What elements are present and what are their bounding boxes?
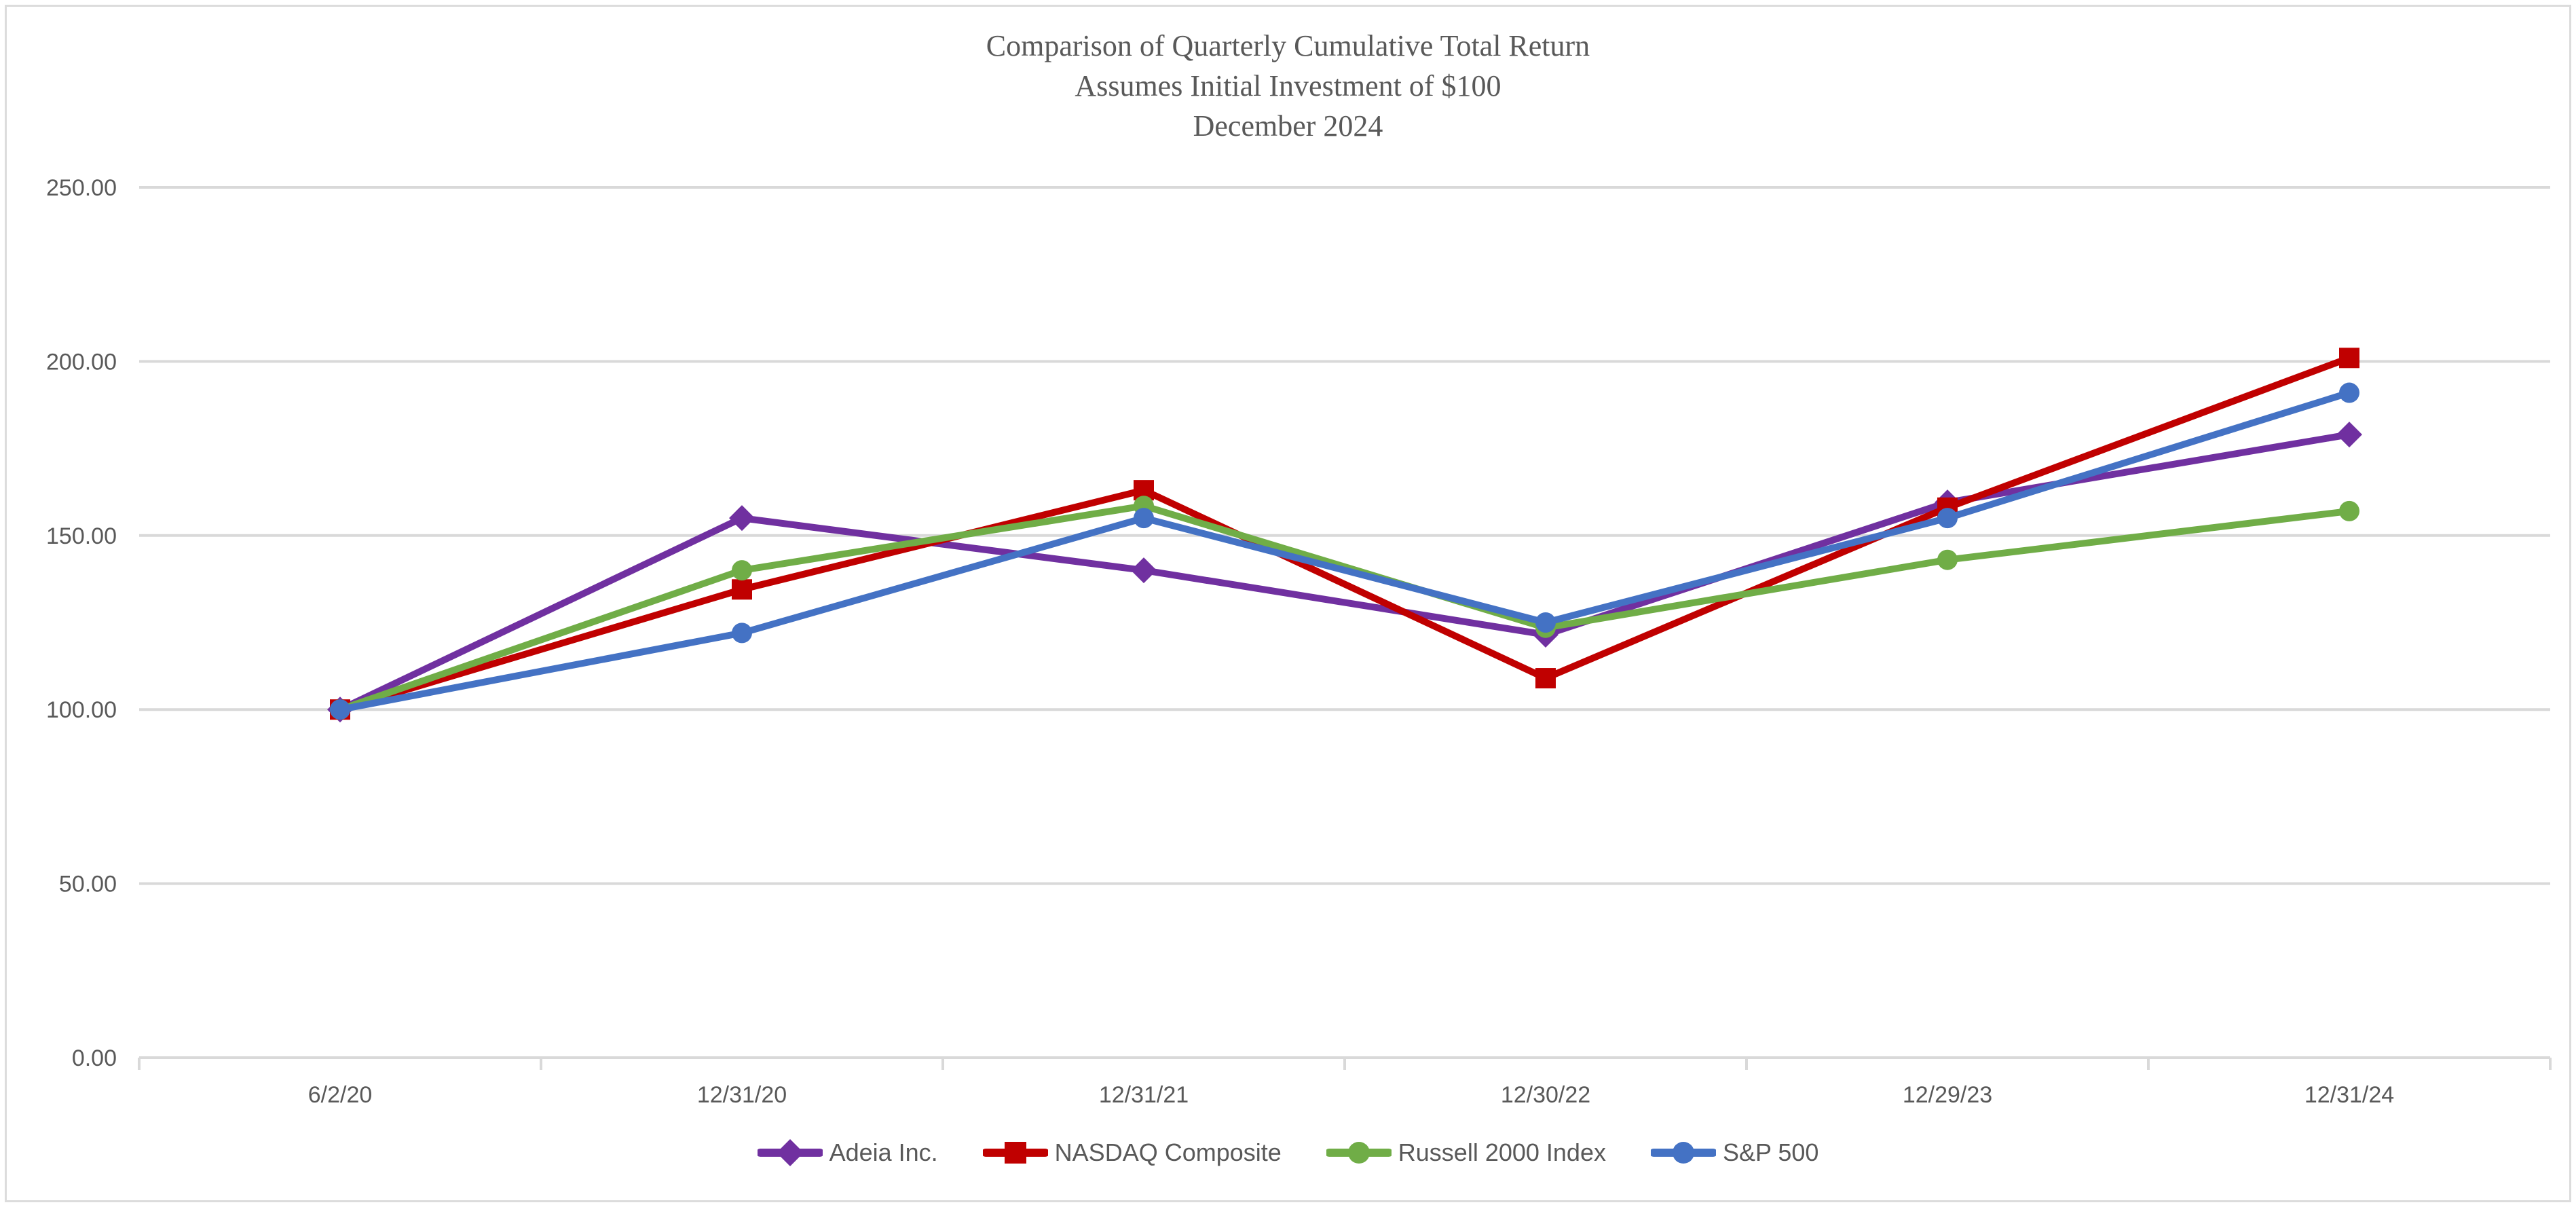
legend-item-russell-2000-index: Russell 2000 Index (1326, 1138, 1606, 1168)
y-tick-label: 200.00 (46, 349, 117, 375)
legend-item-s-p-500: S&P 500 (1650, 1138, 1819, 1168)
legend-label: S&P 500 (1722, 1138, 1819, 1166)
data-point-marker (1937, 508, 1958, 529)
x-tick-label: 12/31/24 (2304, 1082, 2394, 1108)
legend-marker-square-icon (982, 1142, 1048, 1164)
legend-marker-circle-icon (1650, 1142, 1716, 1164)
legend-label: Adeia Inc. (829, 1138, 938, 1166)
x-tick-label: 12/31/20 (697, 1082, 787, 1108)
chart-title-line1: Comparison of Quarterly Cumulative Total… (986, 29, 1590, 62)
y-tick-label: 150.00 (46, 523, 117, 549)
data-point-marker (2336, 422, 2362, 448)
series-line (337, 431, 2353, 713)
series-line (337, 354, 2353, 713)
gridlines (139, 186, 2550, 1059)
x-tick-label: 12/30/22 (1501, 1082, 1590, 1108)
data-point-marker (732, 623, 752, 644)
legend-marker-diamond-icon (757, 1139, 823, 1166)
y-tick-label: 0.00 (72, 1045, 117, 1071)
data-point-marker (729, 505, 755, 532)
data-point-marker (1134, 508, 1154, 529)
y-tick-label: 250.00 (46, 175, 117, 201)
data-point-marker (1937, 549, 1958, 570)
series-nasdaq-composite (330, 348, 2359, 720)
x-tick-label: 6/2/20 (308, 1082, 373, 1108)
x-tick-label: 12/29/23 (1903, 1082, 1992, 1108)
data-point-marker (330, 699, 350, 720)
chart-border (5, 5, 2571, 1202)
legend-item-adeia-inc-: Adeia Inc. (757, 1138, 938, 1168)
legend-label: Russell 2000 Index (1398, 1138, 1606, 1166)
legend-item-nasdaq-composite: NASDAQ Composite (982, 1138, 1282, 1168)
data-point-marker (2339, 382, 2359, 403)
data-point-marker (776, 1139, 804, 1166)
x-axis (138, 1058, 2552, 1070)
series-russell-2000-index (330, 496, 2359, 720)
y-tick-label: 50.00 (59, 872, 117, 897)
data-point-marker (2339, 500, 2359, 521)
y-axis-labels: 0.00 50.00 100.00 150.00 200.00 250.00 (46, 175, 117, 1071)
x-tick-label: 12/31/21 (1099, 1082, 1189, 1108)
legend-label: NASDAQ Composite (1054, 1138, 1282, 1166)
data-point-marker (732, 560, 752, 581)
series-line (337, 389, 2353, 713)
series-layer (327, 348, 2362, 723)
data-point-marker (1131, 557, 1157, 584)
chart-title-line2: Assumes Initial Investment of $100 (1075, 69, 1501, 103)
data-point-marker (732, 579, 752, 600)
legend: Adeia Inc. NASDAQ Composite Russell 2000 I… (0, 1138, 2576, 1168)
series-s-p-500 (330, 382, 2359, 720)
chart-title-line3: December 2024 (1193, 109, 1383, 143)
x-axis-labels: 6/2/20 12/31/20 12/31/21 12/30/22 12/29/23 12… (308, 1082, 2394, 1108)
data-point-marker (1347, 1142, 1370, 1164)
data-point-marker (1672, 1142, 1694, 1164)
data-point-marker (2339, 348, 2359, 369)
data-point-marker (1004, 1142, 1026, 1164)
legend-marker-circle-icon (1326, 1142, 1392, 1164)
data-point-marker (1535, 612, 1556, 633)
chart-title: Comparison of Quarterly Cumulative Total… (0, 26, 2576, 146)
data-point-marker (1535, 668, 1556, 689)
y-tick-label: 100.00 (46, 697, 117, 723)
